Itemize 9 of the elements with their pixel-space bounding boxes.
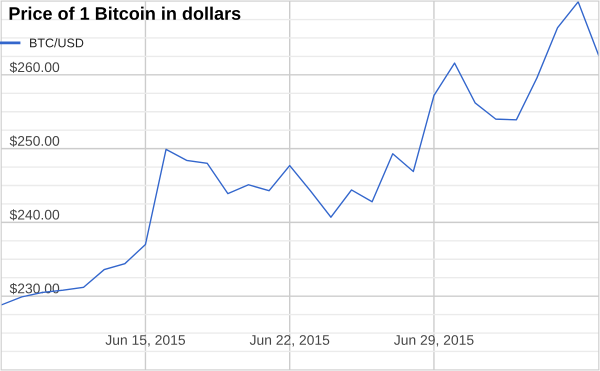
y-tick-label: $260.00 (10, 62, 60, 73)
chart-title: Price of 1 Bitcoin in dollars (10, 6, 240, 20)
x-tick-label: Jun 15, 2015 (106, 335, 186, 347)
x-tick-label: Jun 29, 2015 (394, 335, 474, 347)
y-tick-label: $240.00 (10, 209, 60, 220)
x-tick-label: Jun 22, 2015 (250, 335, 330, 347)
y-tick-label: $250.00 (10, 135, 60, 147)
y-tick-label: $230.00 (10, 282, 60, 294)
text: BTC/USD (30, 38, 84, 48)
